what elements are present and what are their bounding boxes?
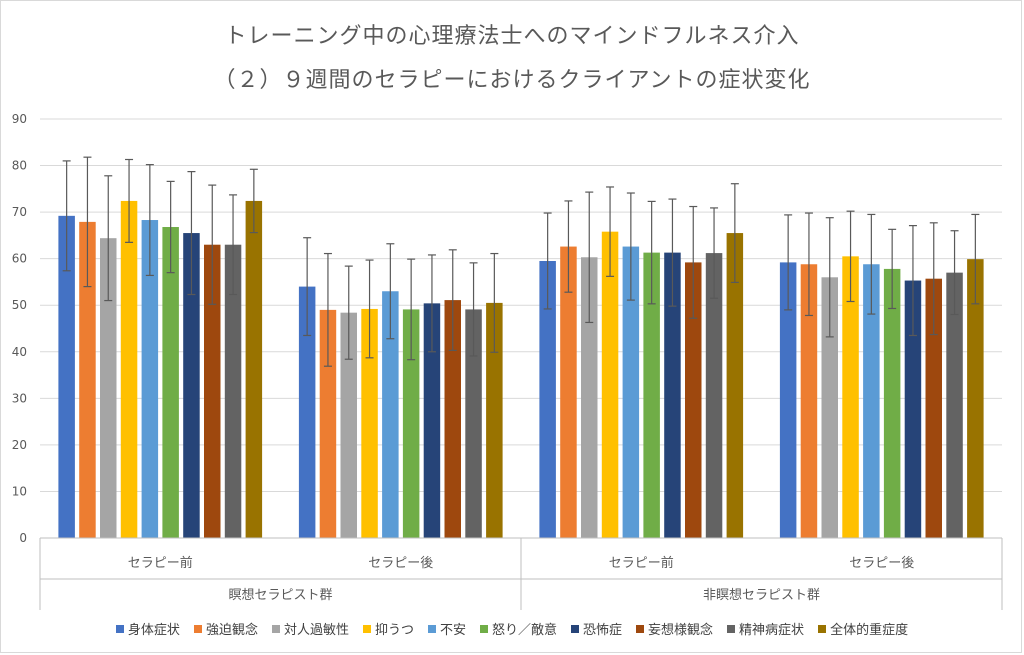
y-tick-label: 40 (12, 345, 27, 359)
legend-item: 身体症状 (115, 619, 180, 638)
x-category-label: セラピー後 (849, 556, 914, 571)
legend-item: 怒り／敵意 (480, 619, 557, 638)
bar (402, 309, 420, 538)
bar (581, 257, 598, 538)
bar (821, 277, 838, 538)
y-tick-label: 50 (12, 298, 27, 312)
legend-label: 不安 (439, 623, 466, 638)
y-axis-tick-labels: 0 10 20 30 40 50 60 70 80 90 (12, 112, 27, 545)
bar (883, 268, 901, 538)
legend-swatch (193, 624, 202, 633)
y-tick-label: 90 (12, 112, 27, 126)
y-tick-label: 20 (12, 438, 27, 452)
x-category-label: セラピー前 (128, 555, 193, 571)
y-tick-label: 70 (12, 205, 27, 219)
legend-item: 強迫観念 (193, 619, 258, 638)
legend-label: 強迫観念 (205, 623, 258, 638)
chart-title-line-2: （２）９週間のセラピーにおけるクライアントの症状変化 (213, 68, 811, 93)
bar (162, 227, 179, 538)
legend-swatch (636, 624, 645, 633)
bar (539, 260, 556, 538)
x-group-label: 非瞑想セラピスト群 (703, 587, 820, 603)
legend-swatch (115, 624, 124, 633)
bar (904, 280, 922, 538)
bar (224, 244, 242, 538)
bar (204, 244, 221, 538)
bar (319, 309, 337, 538)
bar (643, 252, 660, 538)
legend-item: 抑うつ (362, 619, 414, 638)
bar (58, 215, 75, 538)
bar (361, 308, 378, 538)
legend-swatch (362, 624, 371, 633)
bar (601, 231, 619, 539)
bars (58, 200, 984, 539)
error-bars (62, 156, 980, 367)
bar (79, 221, 96, 539)
bar (560, 246, 577, 538)
legend-item: 妄想様観念 (636, 619, 713, 638)
bar (183, 233, 200, 539)
bar (946, 272, 963, 538)
legend-label: 精神病症状 (739, 623, 805, 638)
bar (925, 278, 942, 538)
bar (298, 286, 316, 538)
legend-item: 対人過敏性 (271, 619, 349, 638)
x-group-label: 瞑想セラピスト群 (228, 587, 332, 603)
bar (486, 302, 503, 538)
bar (423, 303, 441, 538)
bar (842, 256, 859, 538)
bar (664, 252, 681, 538)
chart-title-line-1: トレーニング中の心理療法士へのマインドフルネス介入 (224, 24, 800, 49)
y-tick-label: 60 (12, 252, 27, 266)
legend-label: 恐怖症 (583, 623, 623, 638)
legend-item: 恐怖症 (571, 619, 622, 638)
bar (245, 200, 263, 538)
bar (340, 312, 357, 538)
bar (141, 220, 159, 538)
legend: 身体症状 強迫観念 対人過敏性 抑うつ 不安 怒り／敵意 恐怖症 妄想様観念 精神病症状 全体的重… (0, 619, 1024, 638)
bar (120, 200, 138, 538)
bar (779, 262, 797, 538)
legend-item: 全体的重症度 (818, 619, 908, 638)
bar (622, 246, 640, 538)
legend-label: 抑うつ (374, 623, 414, 638)
legend-swatch (818, 624, 827, 633)
bar (705, 253, 723, 538)
legend-label: 全体的重症度 (830, 623, 909, 638)
y-tick-label: 30 (12, 391, 27, 405)
y-tick-label: 80 (12, 159, 27, 173)
bar (863, 264, 880, 538)
bar (800, 264, 818, 538)
legend-label: 身体症状 (127, 623, 180, 638)
x-category-label: セラピー前 (609, 555, 674, 571)
legend-label: 妄想様観念 (648, 623, 714, 638)
legend-item: 精神病症状 (727, 619, 804, 638)
bar (100, 238, 117, 538)
legend-swatch (727, 624, 736, 633)
bar (726, 233, 744, 539)
bar (382, 291, 399, 538)
bar (685, 262, 702, 538)
bar (967, 259, 984, 538)
bar (444, 300, 461, 538)
bar (465, 309, 482, 538)
legend-label: 対人過敏性 (283, 623, 349, 638)
legend-swatch (271, 624, 280, 633)
x-category-label: セラピー後 (368, 556, 433, 571)
legend-label: 怒り／敵意 (492, 623, 558, 638)
legend-swatch (571, 624, 580, 633)
y-tick-label: 0 (19, 531, 27, 545)
legend-swatch (480, 624, 488, 633)
legend-swatch (427, 624, 436, 633)
legend-item: 不安 (427, 619, 466, 638)
y-tick-label: 10 (12, 484, 27, 498)
